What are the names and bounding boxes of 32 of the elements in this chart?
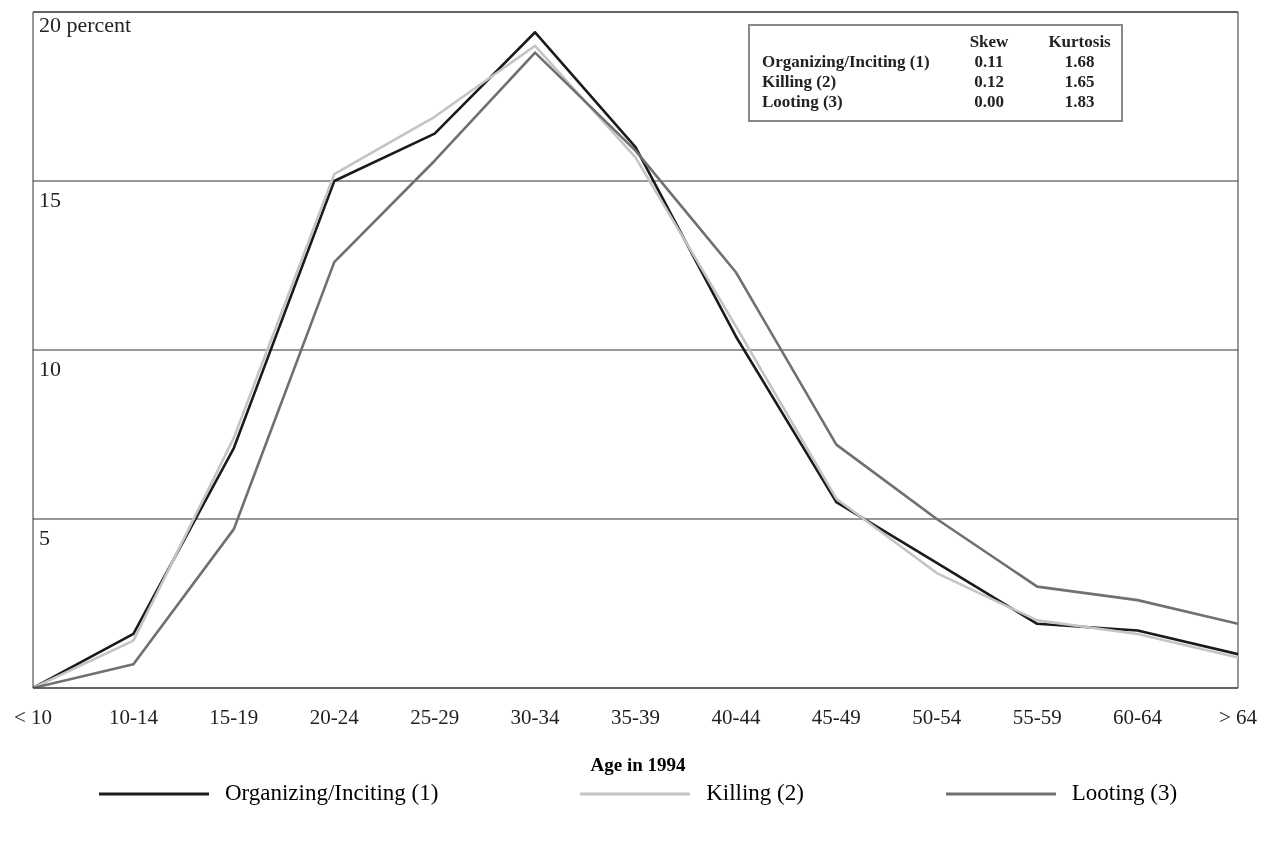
x-tick-label: 55-59: [1012, 705, 1062, 729]
x-tick-label: 10-14: [108, 705, 159, 729]
annotation: 1.65: [1063, 72, 1096, 92]
x-tick-label: 25-29: [410, 705, 460, 729]
x-tick-label: 20-24: [309, 705, 360, 729]
annotation: Killing (2): [762, 72, 838, 92]
annotation: Looting (3): [762, 92, 844, 112]
annotation: 0.11: [973, 52, 1005, 72]
annotation: 1.68: [1063, 52, 1096, 72]
x-tick-label: 15-19: [209, 705, 259, 729]
x-tick-label: 40-44: [711, 705, 761, 729]
x-tick-label: 45-49: [811, 705, 861, 729]
annotation: Organizing/Inciting (1): [762, 52, 930, 72]
x-tick-label: 60-64: [1113, 705, 1163, 729]
x-tick-label: 30-34: [510, 705, 561, 729]
x-tick-label: 35-39: [611, 705, 660, 729]
x-tick-label: < 10: [13, 705, 53, 729]
annotation: Kurtosis: [1047, 32, 1111, 52]
x-tick-label: > 64: [1218, 705, 1258, 729]
legend-label: Killing (2): [706, 780, 804, 806]
legend-label: Looting (3): [1071, 780, 1178, 806]
y-tick-label: 5: [39, 525, 50, 550]
annotation: 0.12: [973, 72, 1005, 92]
y-tick-label: 15: [39, 187, 61, 212]
x-axis-title: Age in 1994: [589, 754, 687, 776]
annotation: 1.83: [1063, 92, 1096, 112]
annotation: 0.00: [973, 92, 1005, 112]
y-tick-label: 10: [39, 356, 61, 381]
x-tick-label: 50-54: [912, 705, 962, 729]
legend-label: Organizing/Inciting (1): [224, 780, 439, 806]
annotation: Skew: [968, 32, 1009, 52]
y-tick-label: 20 percent: [39, 12, 132, 37]
